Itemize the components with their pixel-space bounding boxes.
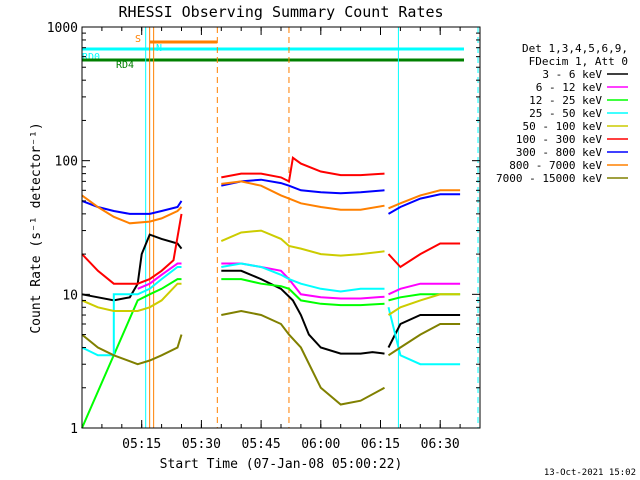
flag-label: RD0: [82, 52, 100, 63]
legend-entry-label: 100 - 300 keV: [516, 133, 602, 146]
x-tick-label: 06:15: [361, 437, 400, 452]
series-line: [81, 266, 182, 357]
legend-entry-label: 6 - 12 keV: [536, 81, 603, 94]
legend-entry-label: 50 - 100 keV: [523, 120, 603, 133]
series-line: [81, 233, 183, 302]
series-line: [81, 282, 182, 312]
y-axis-label: Count Rate (s⁻¹ detector⁻¹): [29, 122, 44, 333]
series-line: [387, 307, 461, 366]
legend-entry-label: 3 - 6 keV: [542, 68, 602, 81]
x-tick-label: 05:30: [182, 437, 221, 452]
series-line: [387, 293, 461, 316]
legend-title-line: FDecim 1, Att 0: [529, 55, 628, 68]
x-tick-label: 06:30: [421, 437, 460, 452]
series-line: [388, 282, 461, 296]
series-line: [81, 333, 183, 366]
series-line: [387, 314, 461, 348]
series-line: [81, 213, 183, 285]
series-line: [221, 262, 385, 293]
series-line: [387, 242, 461, 269]
series-line: [388, 189, 461, 210]
series-line: [221, 309, 385, 406]
y-tick-label: 100: [55, 155, 78, 170]
series-line: [81, 278, 182, 429]
series-line: [137, 262, 182, 290]
plot-frame: [81, 26, 481, 429]
legend-title-line: Det 1,3,4,5,6,9,: [522, 42, 628, 55]
series-line: [220, 229, 385, 257]
series-line: [221, 278, 385, 307]
y-tick-label: 10: [62, 288, 78, 303]
legend-entry-label: 7000 - 15000 keV: [496, 172, 602, 185]
series-line: [221, 178, 385, 195]
flag-label: S: [135, 34, 141, 45]
series-line: [387, 193, 461, 215]
x-tick-label: 05:45: [242, 437, 281, 452]
chart-title: RHESSI Observing Summary Count Rates: [118, 3, 443, 21]
legend-entry-label: 25 - 50 keV: [529, 107, 602, 120]
y-tick-label: 1000: [47, 21, 78, 36]
series-line: [221, 180, 385, 211]
legend-entry-label: 800 - 7000 keV: [509, 159, 602, 172]
series-line: [221, 156, 385, 183]
x-axis-label: Start Time (07-Jan-08 05:00:22): [160, 457, 403, 472]
legend-entry-label: 12 - 25 keV: [529, 94, 602, 107]
series-line: [81, 194, 183, 225]
y-tick-label: 1: [70, 422, 78, 437]
x-tick-label: 05:15: [122, 437, 161, 452]
series-line: [387, 323, 461, 357]
series-line: [221, 269, 385, 355]
flag-label: RD4: [116, 60, 134, 71]
footer-timestamp: 13-Oct-2021 15:02: [544, 468, 636, 478]
x-tick-label: 06:00: [301, 437, 340, 452]
legend-entry-label: 300 - 800 keV: [516, 146, 602, 159]
